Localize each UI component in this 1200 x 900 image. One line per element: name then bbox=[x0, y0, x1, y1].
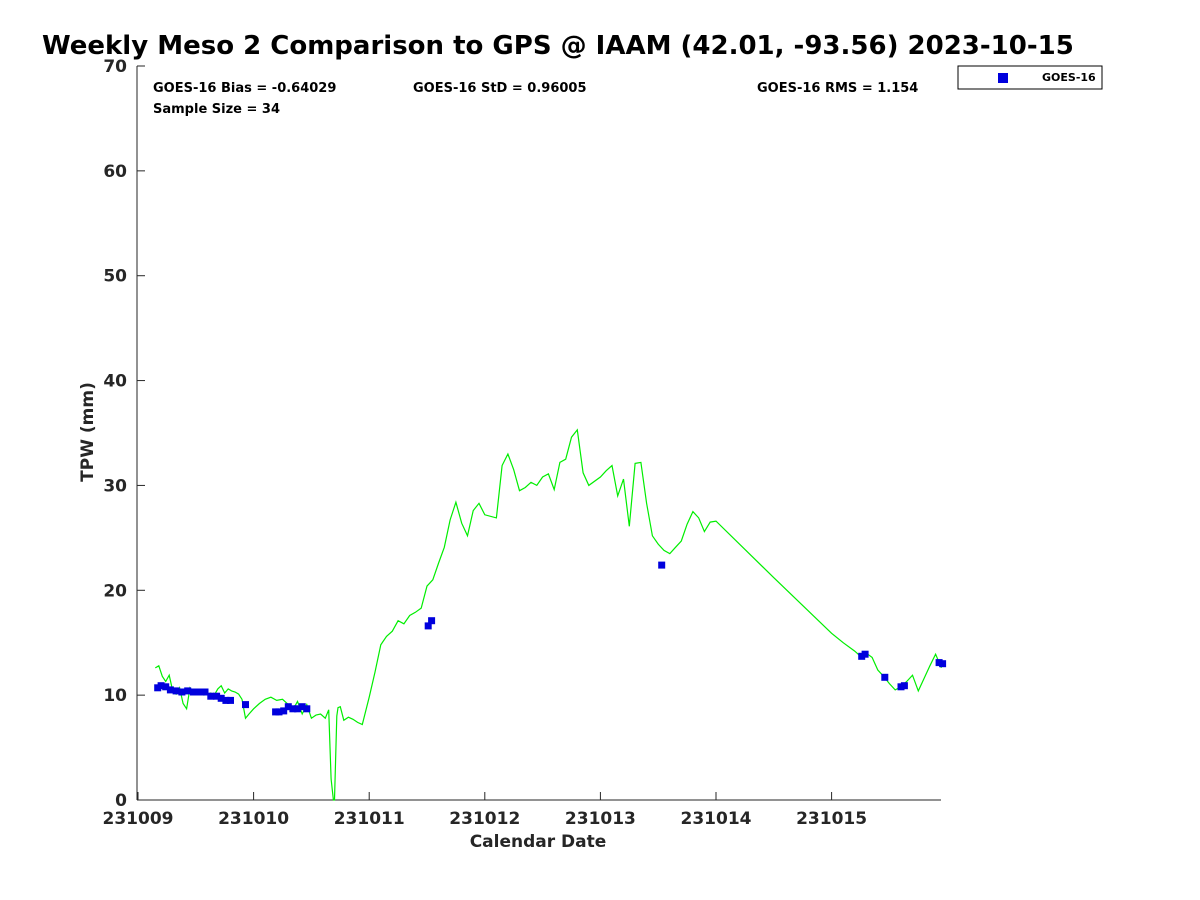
stats-annotations: GOES-16 Bias = -0.64029 GOES-16 StD = 0.… bbox=[153, 81, 918, 117]
goes-16-point bbox=[939, 660, 947, 668]
goes-16-point bbox=[227, 696, 234, 704]
stat-rms: GOES-16 RMS = 1.154 bbox=[757, 81, 918, 96]
goes-16-point bbox=[201, 688, 209, 696]
goes-16-point bbox=[303, 705, 311, 713]
goes-16-point bbox=[289, 705, 297, 713]
goes-16-point bbox=[190, 688, 197, 696]
goes-16-point bbox=[298, 703, 306, 711]
stat-sample-size: Sample Size = 34 bbox=[153, 102, 280, 117]
y-axis-ticks: 0 10 20 30 40 50 60 70 bbox=[103, 57, 145, 811]
goes-16-point bbox=[242, 701, 249, 709]
stat-std: GOES-16 StD = 0.96005 bbox=[413, 81, 587, 96]
y-tick-label: 40 bbox=[103, 372, 127, 392]
x-tick-label: 231009 bbox=[103, 809, 174, 829]
goes-16-point bbox=[280, 707, 288, 715]
y-tick-label: 50 bbox=[103, 267, 127, 287]
y-axis-label: TPW (mm) bbox=[78, 382, 98, 482]
stat-bias: GOES-16 Bias = -0.64029 bbox=[153, 81, 336, 96]
goes-16-point bbox=[658, 561, 666, 569]
goes-16-point bbox=[195, 688, 203, 696]
x-tick-label: 231015 bbox=[796, 809, 867, 829]
x-tick-label: 231010 bbox=[218, 809, 289, 829]
goes-16-point bbox=[424, 622, 432, 630]
y-tick-label: 60 bbox=[103, 162, 127, 182]
goes-16-point bbox=[284, 703, 292, 711]
goes-16-point bbox=[157, 682, 165, 690]
goes-16-point bbox=[172, 687, 180, 695]
plot-axes bbox=[136, 66, 941, 801]
goes-16-point bbox=[162, 683, 170, 691]
series-layer bbox=[154, 428, 947, 801]
goes-16-point bbox=[861, 650, 869, 658]
legend-label-goes-16: GOES-16 bbox=[1042, 71, 1096, 84]
chart-title: Weekly Meso 2 Comparison to GPS @ IAAM (… bbox=[42, 31, 1074, 61]
goes-16-point bbox=[428, 617, 436, 625]
gps-tpw-line bbox=[154, 428, 942, 801]
x-tick-label: 231011 bbox=[334, 809, 405, 829]
goes-16-point bbox=[294, 705, 301, 713]
goes-16-point bbox=[217, 694, 225, 702]
x-axis-label: Calendar Date bbox=[470, 832, 607, 852]
goes-16-point bbox=[900, 682, 908, 690]
y-tick-label: 20 bbox=[103, 581, 127, 601]
x-tick-label: 231013 bbox=[565, 809, 636, 829]
x-tick-label: 231012 bbox=[449, 809, 520, 829]
legend: GOES-16 bbox=[957, 65, 1103, 90]
goes-16-point bbox=[184, 687, 192, 695]
x-tick-label: 231014 bbox=[681, 809, 752, 829]
y-tick-label: 70 bbox=[103, 57, 127, 77]
x-axis-ticks: 231009 231010 231011 231012 231013 231014 2310… bbox=[103, 792, 867, 829]
goes-16-point bbox=[213, 692, 221, 700]
legend-marker-goes-16 bbox=[998, 73, 1008, 83]
y-tick-label: 10 bbox=[103, 686, 127, 706]
goes-16-point bbox=[178, 688, 186, 696]
goes-16-point bbox=[207, 692, 215, 700]
y-tick-label: 30 bbox=[103, 476, 127, 496]
legend-box bbox=[957, 65, 1103, 90]
goes-16-point bbox=[881, 673, 889, 681]
goes-16-point bbox=[222, 696, 230, 704]
goes-16-point bbox=[275, 708, 283, 716]
goes-16-point bbox=[166, 686, 174, 694]
y-tick-label: 0 bbox=[115, 791, 127, 811]
